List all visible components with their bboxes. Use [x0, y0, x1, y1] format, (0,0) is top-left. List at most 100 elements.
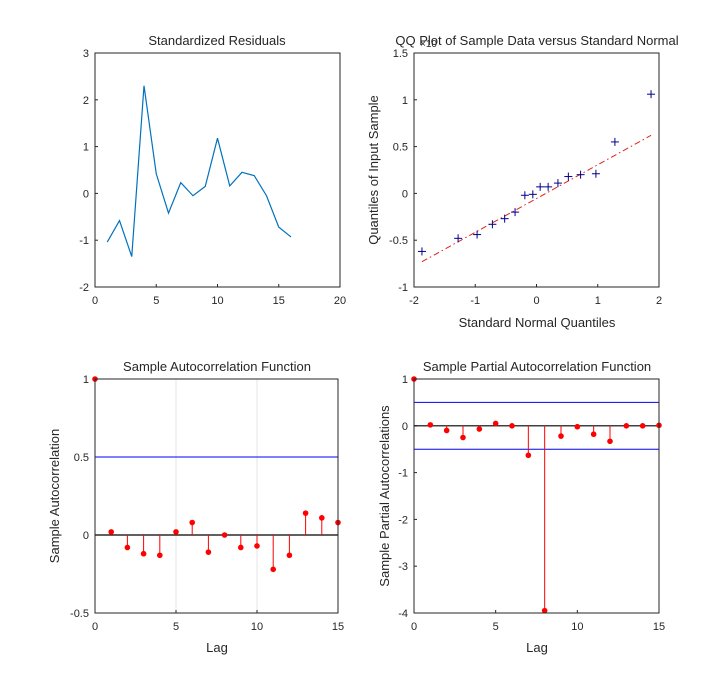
qq-y-tick-label: 0.5 — [393, 142, 408, 154]
acf-stem-point — [270, 566, 277, 573]
pacf-y-tick-label: -4 — [398, 608, 408, 620]
qq-panel: QQ Plot of Sample Data versus Standard N… — [366, 33, 679, 330]
qq-y-axis-label: Quantiles of Input Sample — [366, 95, 381, 245]
qq-y-tick-label: 0 — [402, 188, 408, 200]
pacf-y-tick-label: 1 — [402, 374, 408, 386]
pacf-stem-point — [558, 433, 564, 439]
qq-point — [544, 182, 553, 191]
residuals-y-tick-label: -1 — [79, 235, 89, 247]
residuals-title: Standardized Residuals — [148, 33, 286, 48]
qq-point — [576, 170, 585, 179]
residuals-axes-box — [94, 52, 341, 288]
residuals-x-tick-label: 5 — [153, 295, 159, 307]
pacf-axes-box — [413, 378, 660, 614]
acf-stem-point — [238, 544, 244, 551]
residuals-y-tick-label: -2 — [79, 282, 89, 294]
pacf-y-axis-label: Sample Partial Autocorrelations — [377, 405, 392, 587]
qq-point — [520, 191, 529, 200]
acf-stem-point — [173, 529, 179, 535]
qq-point — [564, 172, 573, 181]
residuals-x-tick-label: 20 — [334, 295, 346, 307]
qq-x-tick-label: -1 — [470, 295, 480, 307]
pacf-stem-point — [623, 423, 630, 429]
acf-panel: Sample Autocorrelation Function 0 5 10 15-0… — [47, 359, 344, 655]
qq-point — [488, 220, 497, 229]
pacf-y-tick-label: 0 — [402, 421, 408, 433]
residuals-x-tick-label: 0 — [92, 295, 98, 307]
acf-stem-point — [124, 544, 131, 551]
pacf-stem-point — [427, 422, 434, 428]
qq-point — [528, 190, 537, 199]
acf-stem-point — [319, 515, 325, 521]
pacf-y-tick-label: -2 — [398, 514, 408, 526]
pacf-stem-point — [492, 420, 499, 427]
acf-y-tick-label: -0.5 — [70, 608, 89, 620]
residuals-x-tick-label: 15 — [273, 295, 285, 307]
pacf-stem-point — [639, 423, 646, 429]
acf-stem-point — [221, 532, 228, 538]
acf-y-axis-label: Sample Autocorrelation — [47, 429, 62, 563]
pacf-x-tick-label: 5 — [493, 621, 499, 633]
qq-point — [454, 234, 463, 243]
pacf-x-axis-label: Lag — [526, 640, 548, 655]
pacf-stem-point — [460, 434, 466, 441]
pacf-x-tick-label: 0 — [411, 621, 417, 633]
pacf-stem-point — [443, 427, 450, 434]
pacf-panel: Sample Partial Autocorrelation Function … — [377, 359, 665, 655]
residuals-y-tick-label: 0 — [83, 188, 89, 200]
qq-y-tick-label: 1.5 — [393, 48, 408, 60]
pacf-stem-point — [607, 438, 613, 445]
acf-stem-point — [205, 549, 212, 555]
residuals-panel: Standardized Residuals 0 5 10 15 20 -2 -1 0 1 2 3 — [79, 33, 346, 307]
qq-point — [500, 214, 509, 223]
qq-x-tick-label: 1 — [595, 295, 601, 307]
qq-axes-box — [413, 52, 660, 288]
acf-x-tick-label: 5 — [173, 621, 179, 633]
qq-point — [647, 90, 656, 99]
qq-x-tick-label: 2 — [656, 295, 662, 307]
qq-point — [511, 208, 520, 217]
acf-y-tick-label: 1 — [83, 374, 89, 386]
acf-stem-point — [189, 519, 195, 526]
acf-x-tick-label: 0 — [92, 621, 98, 633]
acf-title: Sample Autocorrelation Function — [123, 359, 311, 374]
acf-stem-point — [302, 510, 309, 516]
pacf-stem-point — [541, 607, 548, 614]
acf-x-tick-label: 10 — [251, 621, 263, 633]
acf-x-tick-label: 15 — [332, 621, 344, 633]
qq-x-tick-label: -2 — [409, 295, 419, 307]
pacf-stem-point — [590, 431, 597, 438]
qq-point — [591, 169, 600, 178]
qq-y-tick-label: -1 — [398, 282, 408, 294]
qq-point — [417, 247, 426, 256]
acf-axes-box — [94, 378, 339, 614]
qq-point — [536, 182, 545, 191]
qq-point — [553, 179, 562, 188]
pacf-stem-point — [525, 452, 532, 459]
qq-point — [610, 137, 619, 146]
acf-stem-point — [157, 552, 163, 559]
acf-y-tick-label: 0.5 — [74, 452, 89, 464]
pacf-x-tick-label: 10 — [571, 621, 583, 633]
pacf-x-tick-label: 15 — [653, 621, 665, 633]
acf-stem-point — [286, 552, 293, 559]
qq-exponent-label: ×10 — [420, 39, 437, 50]
residuals-y-tick-label: 1 — [83, 142, 89, 154]
qq-title: QQ Plot of Sample Data versus Standard N… — [395, 33, 678, 48]
qq-point — [473, 230, 482, 239]
qq-y-tick-label: -0.5 — [389, 235, 408, 247]
acf-stem-point — [254, 543, 260, 549]
acf-stem-point — [140, 550, 147, 557]
residuals-y-tick-label: 3 — [83, 48, 89, 60]
pacf-title: Sample Partial Autocorrelation Function — [423, 359, 651, 374]
acf-stem-point — [108, 529, 114, 535]
acf-y-tick-label: 0 — [83, 530, 89, 542]
pacf-stem-point — [509, 423, 515, 429]
qq-y-tick-label: 1 — [402, 95, 408, 107]
pacf-stem-point — [574, 423, 581, 430]
pacf-y-tick-label: -1 — [398, 468, 408, 480]
acf-x-axis-label: Lag — [206, 640, 228, 655]
residuals-x-tick-label: 10 — [211, 295, 223, 307]
qq-reference-line — [421, 134, 652, 263]
